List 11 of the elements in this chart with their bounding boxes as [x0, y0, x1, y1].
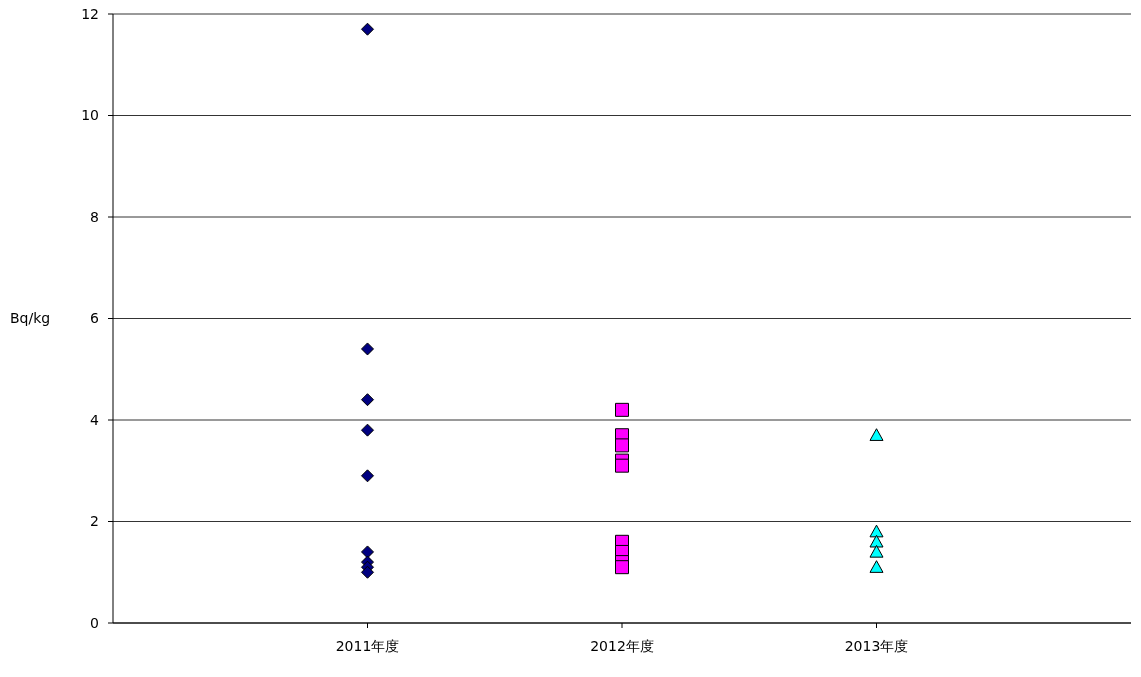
y-tick-label: 2	[90, 513, 99, 530]
x-tick-label: 2011年度	[335, 638, 400, 654]
y-axis-title: Bq/kg	[10, 310, 51, 327]
x-tick-label: 2013年度	[844, 638, 909, 654]
y-tick-label: 6	[90, 310, 100, 327]
y-tick-label: 4	[90, 411, 100, 428]
y-tick-label: 0	[90, 614, 99, 631]
y-tick-label: 12	[81, 5, 99, 22]
y-tick-label: 10	[81, 107, 99, 124]
x-tick-label: 2012年度	[590, 638, 654, 654]
y-tick-label: 8	[90, 208, 99, 225]
